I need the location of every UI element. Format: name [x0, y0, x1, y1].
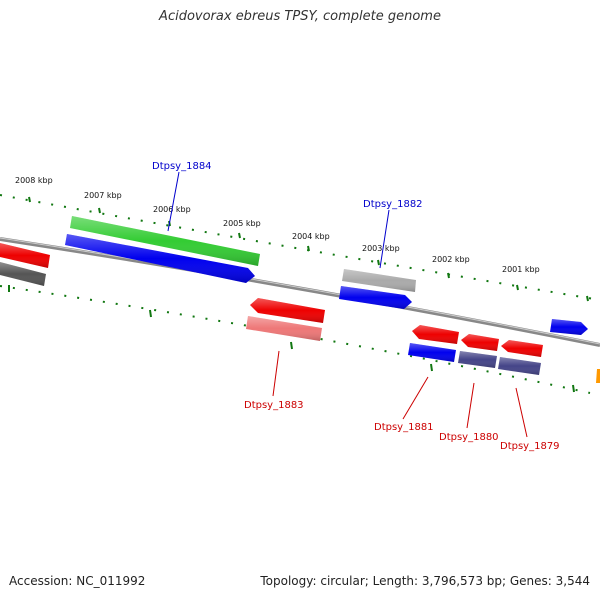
inner-major-ticks [8, 285, 575, 393]
leader-dtpsy-1881 [402, 376, 429, 420]
gene-blue-2003[interactable] [339, 286, 412, 309]
gene-label-dtpsy-1881[interactable]: Dtpsy_1881 [374, 422, 434, 433]
gene-dtpsy-1884[interactable] [65, 234, 255, 283]
leader-dtpsy-1880 [466, 382, 475, 429]
gene-label-dtpsy-1883[interactable]: Dtpsy_1883 [244, 400, 304, 411]
gene-label-dtpsy-1882[interactable]: Dtpsy_1882 [363, 199, 423, 210]
gene-red-1881[interactable] [412, 325, 459, 344]
genome-summary-text: Topology: circular; Length: 3,796,573 bp… [260, 574, 590, 588]
gene-dtpsy-1880[interactable] [458, 351, 497, 368]
gene-darkgray-left[interactable] [0, 262, 46, 286]
gene-orange-edge[interactable] [596, 369, 600, 383]
tick-label-2008: 2008 kbp [15, 176, 53, 185]
tick-label-2005: 2005 kbp [223, 219, 261, 228]
tick-label-2007: 2007 kbp [84, 191, 122, 200]
leader-dtpsy-1882 [379, 209, 390, 269]
tick-label-2002: 2002 kbp [432, 255, 470, 264]
gene-dtpsy-1883[interactable] [246, 316, 322, 341]
tick-label-2004: 2004 kbp [292, 232, 330, 241]
tick-label-2003: 2003 kbp [362, 244, 400, 253]
gene-blue-right[interactable] [550, 319, 588, 335]
gene-dtpsy-1881[interactable] [408, 343, 456, 362]
leader-dtpsy-1884 [167, 171, 180, 232]
gene-label-dtpsy-1884[interactable]: Dtpsy_1884 [152, 161, 212, 172]
gene-red-left[interactable] [0, 243, 50, 268]
gene-red-1879[interactable] [501, 340, 543, 357]
gene-dtpsy-1882[interactable] [342, 269, 416, 292]
map-title: Acidovorax ebreus TPSY, complete genome [159, 9, 441, 24]
leader-dtpsy-1879 [515, 387, 528, 438]
genome-backbone [0, 237, 600, 347]
gene-red-1883[interactable] [250, 298, 325, 323]
leader-dtpsy-1883 [272, 350, 280, 397]
gene-label-dtpsy-1879[interactable]: Dtpsy_1879 [500, 441, 560, 452]
gene-red-1880[interactable] [461, 334, 499, 351]
outer-major-ticks [28, 196, 589, 302]
gene-label-dtpsy-1880[interactable]: Dtpsy_1880 [439, 432, 499, 443]
inner-tick-ring [0, 285, 591, 394]
accession-text: Accession: NC_011992 [9, 574, 146, 588]
tick-label-2001: 2001 kbp [502, 265, 540, 274]
gene-green-long[interactable] [70, 216, 260, 266]
gene-dtpsy-1879[interactable] [498, 357, 541, 375]
